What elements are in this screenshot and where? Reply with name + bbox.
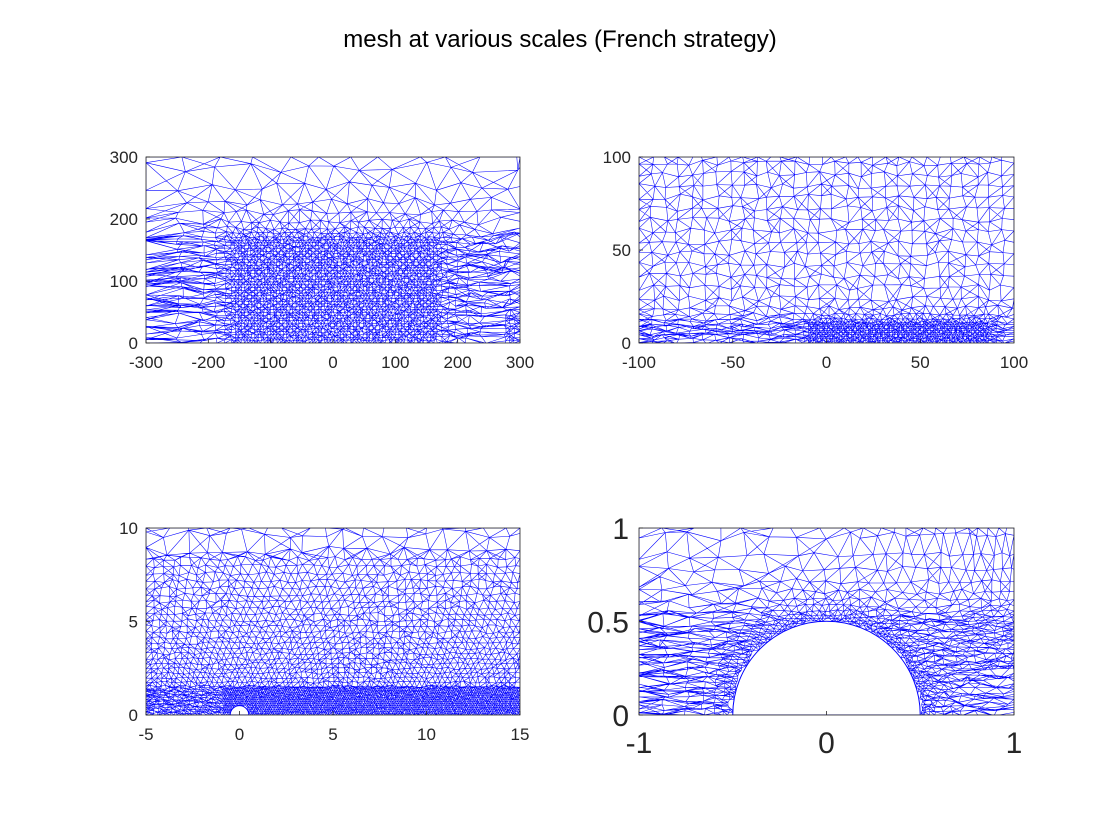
figure-title: mesh at various scales (French strategy): [343, 26, 777, 53]
y-tick-label: 0: [622, 334, 631, 353]
mesh-lines: [146, 528, 520, 715]
x-tick-label: 100: [1000, 353, 1028, 372]
x-tick-label: -100: [622, 353, 656, 372]
mesh-subplot-top-left: -300 -200 -100 0 100 200 300 0 100 200 300: [110, 148, 535, 372]
x-tick-label: 0: [822, 353, 831, 372]
y-tick-label: 50: [612, 241, 631, 260]
y-tick-label: 100: [110, 272, 138, 291]
x-tick-label: 300: [506, 353, 534, 372]
y-tick-label: 0: [129, 706, 138, 725]
y-tick-label: 5: [129, 613, 138, 632]
x-tick-label: 0: [235, 725, 244, 744]
x-tick-label: -50: [720, 353, 745, 372]
mesh-lines: [146, 157, 520, 343]
cylinder-hole: [732, 620, 921, 715]
mesh-lines: [639, 528, 1014, 715]
x-tick-label: -5: [138, 725, 153, 744]
x-tick-label: -100: [254, 353, 288, 372]
x-tick-label: 0: [818, 727, 835, 760]
mesh-subplot-top-right: -100 -50 0 50 100 0 50 100: [603, 148, 1029, 372]
mesh-lines: [639, 157, 1014, 343]
mesh-triangles: [146, 528, 520, 715]
y-tick-label: 0: [612, 700, 629, 733]
mesh-subplot-bottom-right: -1 0 100.51: [587, 513, 1022, 760]
mesh-triangles: [639, 157, 1014, 343]
x-tick-label: 10: [417, 725, 436, 744]
y-tick-label: 0: [129, 334, 138, 353]
mesh-triangles: [146, 157, 520, 343]
y-tick-label: 10: [119, 519, 138, 538]
x-tick-label: 100: [381, 353, 409, 372]
x-tick-label: 5: [328, 725, 337, 744]
x-tick-label: 200: [443, 353, 471, 372]
x-tick-label: 0: [328, 353, 337, 372]
x-tick-label: -200: [191, 353, 225, 372]
x-tick-label: 15: [511, 725, 530, 744]
y-tick-label: 100: [603, 148, 631, 167]
cylinder-hole: [229, 705, 250, 715]
x-tick-label: -1: [626, 727, 653, 760]
y-tick-label: 0.5: [587, 607, 629, 640]
y-tick-label: 200: [110, 210, 138, 229]
x-tick-label: 1: [1006, 727, 1023, 760]
y-tick-label: 1: [612, 513, 629, 546]
x-tick-label: -300: [129, 353, 163, 372]
y-tick-label: 300: [110, 148, 138, 167]
x-tick-label: 50: [911, 353, 930, 372]
mesh-triangles: [639, 528, 1014, 715]
